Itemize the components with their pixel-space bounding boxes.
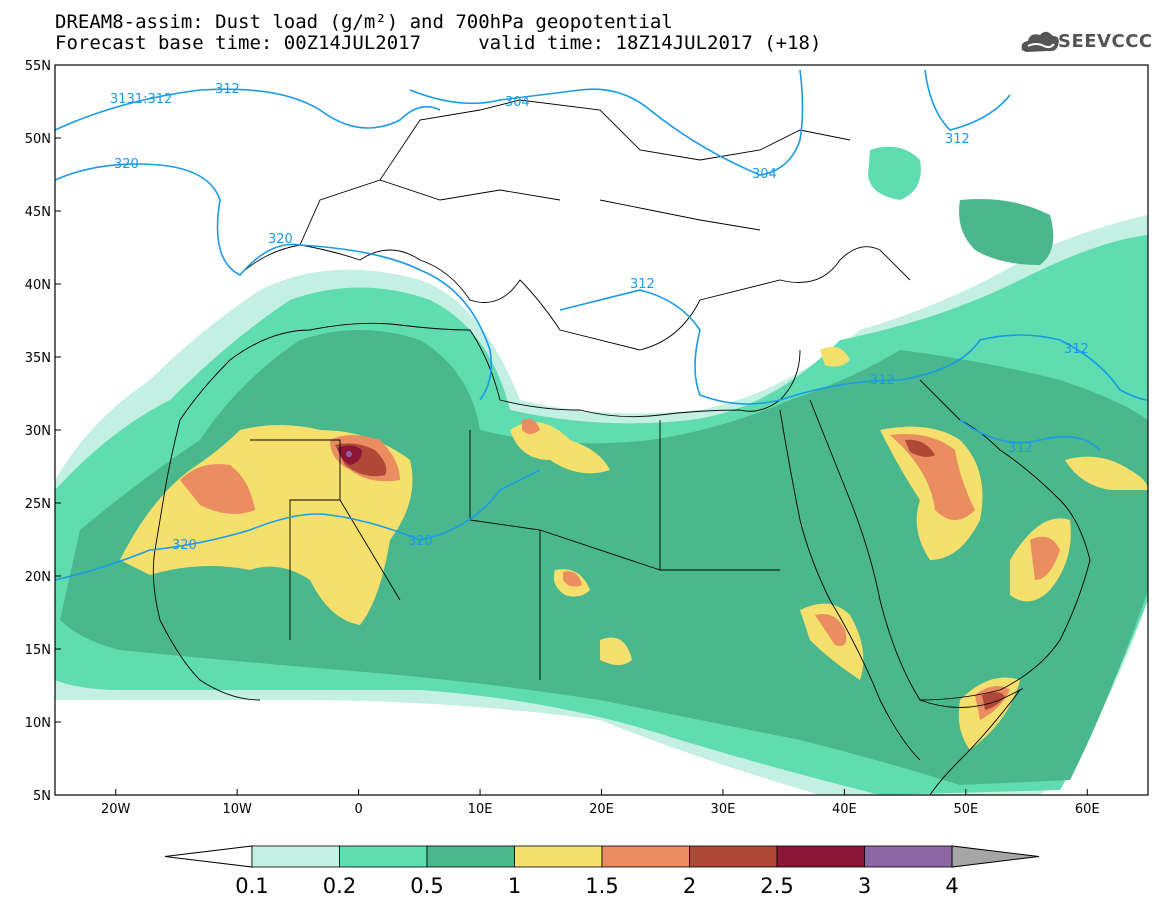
contour-label: 312 bbox=[1008, 441, 1033, 456]
lat-tick-label: 10N bbox=[25, 716, 51, 731]
dust-region-east bbox=[959, 199, 1054, 265]
dust-region-1-eritrea bbox=[800, 603, 864, 680]
contour-label: 312 bbox=[1064, 342, 1089, 357]
colorbar-label: 2.5 bbox=[760, 874, 793, 898]
colorbar-label: 1.5 bbox=[585, 874, 618, 898]
lon-tick-label: 10W bbox=[222, 802, 252, 817]
contour-320-north bbox=[54, 163, 493, 401]
contour-304 bbox=[409, 69, 804, 176]
red-sea-coast bbox=[779, 409, 921, 761]
lat-tick-label: 30N bbox=[25, 424, 51, 439]
colorbar-label: 1 bbox=[508, 874, 521, 898]
colorbar-label: 2 bbox=[683, 874, 696, 898]
geopotential-contours bbox=[54, 69, 1149, 581]
contour-label: 320 bbox=[408, 534, 433, 549]
contour-label: 320 bbox=[268, 232, 293, 247]
lat-tick-label: 5N bbox=[33, 789, 51, 804]
lat-tick-label: 15N bbox=[25, 643, 51, 658]
dust-region-1.5-arabia bbox=[890, 434, 975, 520]
map-title: DREAM8-assim: Dust load (g/m²) and 700hP… bbox=[55, 11, 673, 33]
lat-tick-label: 35N bbox=[25, 351, 51, 366]
dust-region-1.5-west bbox=[180, 464, 255, 514]
lon-tick-label: 30E bbox=[711, 802, 736, 817]
borders-sahara bbox=[250, 420, 780, 680]
contour-label: 312 bbox=[945, 132, 970, 147]
contour-label: 312 bbox=[215, 82, 240, 97]
dust-region-1-iraq bbox=[820, 346, 850, 367]
lon-tick-label: 0 bbox=[354, 802, 362, 817]
colorbar-swatch bbox=[601, 845, 690, 868]
contour-312-east bbox=[924, 69, 1011, 131]
dust-region-1.5-oman bbox=[1030, 536, 1060, 580]
contour-320-south bbox=[54, 469, 541, 581]
colorbar-swatch bbox=[339, 845, 428, 868]
colorbar-swatch bbox=[864, 845, 953, 868]
contour-312-arabia bbox=[959, 419, 1101, 451]
colorbar-over-arrow bbox=[951, 845, 1040, 868]
lon-tick-label: 10E bbox=[468, 802, 493, 817]
contour-label: 304 bbox=[752, 167, 777, 182]
colorbar-swatch bbox=[514, 845, 603, 868]
cloud-logo-icon bbox=[1021, 31, 1059, 52]
dust-region-1.5-chad bbox=[563, 571, 582, 587]
dust-fill-layers bbox=[55, 65, 1148, 795]
dust-region-1-sudan bbox=[600, 637, 632, 665]
colorbar-swatch bbox=[689, 845, 778, 868]
colorbar-swatch bbox=[776, 845, 865, 868]
lon-tick-label: 40E bbox=[832, 802, 857, 817]
dust-region-caspian bbox=[868, 146, 921, 200]
colorbar-label: 4 bbox=[945, 874, 958, 898]
africa-north-coast bbox=[229, 322, 801, 418]
borders-europe bbox=[299, 99, 851, 246]
colorbar-swatch bbox=[426, 845, 515, 868]
lat-tick-label: 40N bbox=[25, 278, 51, 293]
lat-tick-label: 25N bbox=[25, 497, 51, 512]
lon-tick-label: 50E bbox=[953, 802, 978, 817]
dust-region-1-libya bbox=[510, 422, 610, 474]
arabia-coast bbox=[809, 379, 1091, 701]
colorbar-label: 3 bbox=[858, 874, 871, 898]
lat-tick-label: 50N bbox=[25, 132, 51, 147]
dust-region-1.5-eritrea bbox=[815, 614, 847, 646]
contour-312-mid bbox=[559, 289, 1149, 405]
coastlines bbox=[152, 99, 1091, 796]
contour-label: 312 bbox=[630, 277, 655, 292]
colorbar-label: 0.2 bbox=[323, 874, 356, 898]
colorbar-swatch bbox=[251, 845, 340, 868]
lon-tick-label: 60E bbox=[1075, 802, 1100, 817]
contour-label: 320 bbox=[114, 157, 139, 172]
forecast-time-line: Forecast base time: 00Z14JUL2017 valid t… bbox=[55, 32, 822, 54]
latitude-axis: 55N 50N 45N 40N 35N 30N 25N 20N 15N 10N 5N bbox=[25, 59, 61, 804]
contour-labels: 3131:312 312 304 304 312 320 320 312 312… bbox=[110, 82, 1089, 553]
dust-region-2-arabia bbox=[905, 439, 935, 457]
contour-label: 320 bbox=[172, 538, 197, 553]
dust-region-1-iran bbox=[1065, 456, 1148, 490]
horn-coast bbox=[919, 688, 1023, 796]
longitude-axis: 20W 10W 0 10E 20E 30E 40E 50E 60E bbox=[101, 789, 1100, 817]
lon-tick-label: 20W bbox=[101, 802, 131, 817]
lat-tick-label: 20N bbox=[25, 570, 51, 585]
lat-tick-label: 45N bbox=[25, 205, 51, 220]
colorbar-under-arrow bbox=[164, 845, 253, 868]
contour-label: 304 bbox=[505, 95, 530, 110]
contour-312-north bbox=[54, 88, 441, 131]
colorbar: 0.1 0.2 0.5 1 1.5 2 2.5 3 4 bbox=[164, 845, 1040, 898]
dust-region-2-somalia bbox=[982, 691, 1005, 710]
dust-region-1.5-libya bbox=[522, 418, 540, 434]
colorbar-label: 0.5 bbox=[410, 874, 443, 898]
contour-label: 312 bbox=[870, 373, 895, 388]
dust-peak-algeria bbox=[346, 451, 352, 457]
logo-text: SEEVCCC bbox=[1058, 31, 1153, 52]
lat-tick-label: 55N bbox=[25, 59, 51, 74]
contour-label: 3131:312 bbox=[110, 92, 172, 107]
lon-tick-label: 20E bbox=[589, 802, 614, 817]
colorbar-label: 0.1 bbox=[235, 874, 268, 898]
europe-coast bbox=[244, 244, 911, 351]
